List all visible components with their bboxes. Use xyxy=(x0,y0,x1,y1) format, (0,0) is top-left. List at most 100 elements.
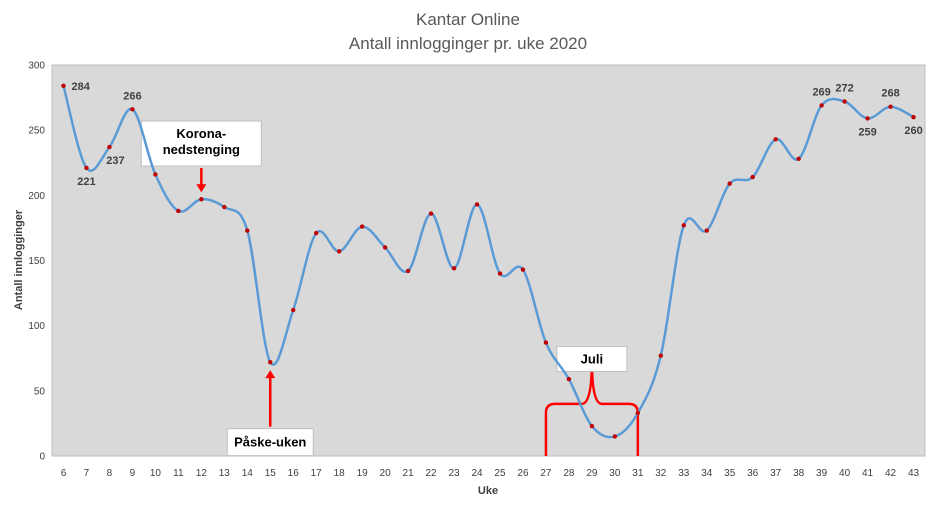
data-point xyxy=(245,228,250,233)
x-tick-label: 22 xyxy=(426,468,438,479)
y-tick-label: 250 xyxy=(28,126,45,137)
data-point xyxy=(61,83,66,89)
x-tick-label: 27 xyxy=(540,468,552,479)
data-point xyxy=(405,268,411,274)
x-tick-label: 20 xyxy=(380,468,392,479)
y-tick-label: 300 xyxy=(28,61,45,72)
data-point xyxy=(428,211,434,216)
annotation-text: Påske-uken xyxy=(234,435,306,450)
x-tick-label: 40 xyxy=(839,468,851,479)
y-axis-title: Antall innlogginger xyxy=(13,209,25,310)
data-label: 221 xyxy=(77,176,95,188)
x-tick-label: 33 xyxy=(678,468,690,479)
data-point xyxy=(176,208,181,214)
x-tick-label: 34 xyxy=(701,468,713,479)
data-point xyxy=(222,204,227,210)
x-tick-label: 12 xyxy=(196,468,208,479)
data-label: 260 xyxy=(904,125,922,137)
data-point xyxy=(911,114,916,120)
data-point xyxy=(543,340,549,345)
data-point xyxy=(773,137,778,142)
x-tick-label: 25 xyxy=(494,468,506,479)
data-point xyxy=(888,104,893,109)
data-point xyxy=(497,271,503,276)
y-tick-label: 100 xyxy=(28,321,45,332)
data-label: 237 xyxy=(106,155,124,167)
data-point xyxy=(704,228,709,233)
x-tick-label: 19 xyxy=(357,468,369,479)
x-tick-label: 18 xyxy=(334,468,346,479)
x-tick-label: 42 xyxy=(885,468,897,479)
x-tick-label: 15 xyxy=(265,468,277,479)
data-point xyxy=(268,359,273,365)
data-point xyxy=(658,353,664,358)
y-tick-label: 50 xyxy=(34,386,46,397)
data-label: 272 xyxy=(835,82,853,94)
x-tick-label: 9 xyxy=(130,468,136,479)
x-tick-label: 7 xyxy=(84,468,90,479)
data-point xyxy=(107,144,112,150)
data-point xyxy=(84,165,89,171)
plot-area: 0 50 100 150 200 250 300 6 7 8 9 10 11 12 13 14 15 16 17 18… xyxy=(28,61,926,479)
x-tick-label: 16 xyxy=(288,468,300,479)
x-tick-label: 39 xyxy=(816,468,828,479)
data-label: 266 xyxy=(123,90,141,102)
x-tick-label: 6 xyxy=(61,468,67,479)
data-point xyxy=(612,434,618,439)
data-point xyxy=(750,174,755,180)
x-tick-label: 14 xyxy=(242,468,254,479)
data-point xyxy=(336,249,342,254)
data-point xyxy=(865,116,870,121)
y-tick-label: 0 xyxy=(39,452,45,463)
data-point xyxy=(451,266,457,271)
data-point xyxy=(842,99,847,104)
x-tick-label: 21 xyxy=(403,468,415,479)
data-point xyxy=(313,230,319,236)
annotation-box xyxy=(140,120,262,167)
x-tick-label: 24 xyxy=(471,468,483,479)
x-tick-label: 8 xyxy=(107,468,113,479)
data-point xyxy=(681,223,686,228)
annotation-box xyxy=(556,346,628,373)
x-tick-label: 26 xyxy=(517,468,529,479)
x-tick-label: 32 xyxy=(655,468,667,479)
chart-subtitle: Antall innlogginger pr. uke 2020 xyxy=(349,34,587,53)
data-point xyxy=(474,202,480,207)
annotation-arrowhead xyxy=(196,184,207,193)
x-tick-label: 43 xyxy=(908,468,920,479)
x-tick-label: 35 xyxy=(724,468,736,479)
x-tick-label: 30 xyxy=(609,468,621,479)
data-label: 269 xyxy=(812,86,830,98)
x-tick-label: 36 xyxy=(747,468,759,479)
data-point xyxy=(382,245,388,250)
x-tick-label: 38 xyxy=(793,468,805,479)
annotation-box xyxy=(226,428,314,457)
data-point xyxy=(520,267,526,272)
x-axis-title: Uke xyxy=(478,485,498,497)
data-point xyxy=(819,103,824,108)
data-point xyxy=(153,172,158,177)
annotation-text: Juli xyxy=(581,352,603,367)
data-point xyxy=(130,107,135,112)
data-point xyxy=(635,410,641,416)
x-tick-label: 41 xyxy=(862,468,874,479)
x-tick-label: 10 xyxy=(150,468,162,479)
data-point xyxy=(291,307,296,313)
x-tick-label: 13 xyxy=(219,468,231,479)
y-tick-label: 200 xyxy=(28,191,45,202)
x-tick-label: 28 xyxy=(563,468,575,479)
annotation-text: Korona- xyxy=(176,126,226,141)
data-label: 259 xyxy=(858,126,876,138)
y-tick-label: 150 xyxy=(28,256,45,267)
data-point xyxy=(796,156,801,162)
annotation-text: nedstenging xyxy=(163,142,240,157)
data-label: 268 xyxy=(881,88,899,100)
chart-title: Kantar Online xyxy=(416,10,520,29)
data-point xyxy=(199,197,204,202)
x-tick-label: 11 xyxy=(173,468,184,479)
data-point xyxy=(727,181,732,186)
data-point xyxy=(589,423,595,429)
x-tick-label: 23 xyxy=(448,468,460,479)
